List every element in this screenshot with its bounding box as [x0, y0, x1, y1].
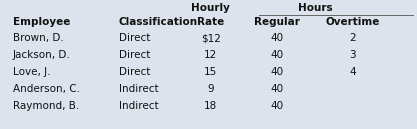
- Text: Love, J.: Love, J.: [13, 67, 50, 77]
- Text: Anderson, C.: Anderson, C.: [13, 84, 80, 94]
- Text: 40: 40: [271, 33, 284, 43]
- Text: 18: 18: [204, 101, 217, 111]
- Text: Direct: Direct: [119, 50, 150, 60]
- Text: Jackson, D.: Jackson, D.: [13, 50, 70, 60]
- Text: Brown, D.: Brown, D.: [13, 33, 63, 43]
- Text: 12: 12: [204, 50, 217, 60]
- Text: Indirect: Indirect: [119, 101, 158, 111]
- Text: Indirect: Indirect: [119, 84, 158, 94]
- Text: Raymond, B.: Raymond, B.: [13, 101, 79, 111]
- Text: Rate: Rate: [197, 17, 224, 27]
- Text: 40: 40: [271, 84, 284, 94]
- Text: 4: 4: [349, 67, 356, 77]
- Text: Overtime: Overtime: [325, 17, 379, 27]
- Text: $12: $12: [201, 33, 221, 43]
- Text: 2: 2: [349, 33, 356, 43]
- Text: Classification: Classification: [119, 17, 198, 27]
- Text: Direct: Direct: [119, 33, 150, 43]
- Text: 3: 3: [349, 50, 356, 60]
- Text: 40: 40: [271, 101, 284, 111]
- Text: 40: 40: [271, 50, 284, 60]
- Text: 40: 40: [271, 67, 284, 77]
- Text: 15: 15: [204, 67, 217, 77]
- Text: Hourly: Hourly: [191, 3, 230, 13]
- Text: Employee: Employee: [13, 17, 70, 27]
- Text: Hours: Hours: [297, 3, 332, 13]
- Text: Regular: Regular: [254, 17, 300, 27]
- Text: 9: 9: [207, 84, 214, 94]
- Text: Direct: Direct: [119, 67, 150, 77]
